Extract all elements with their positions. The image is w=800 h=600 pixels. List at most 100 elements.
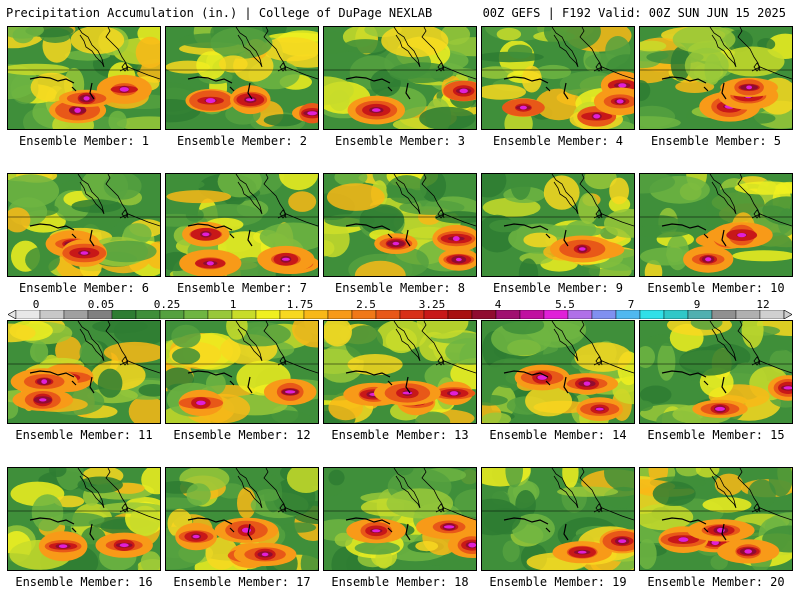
ensemble-member-map: [323, 26, 477, 130]
colorbar-swatch: [615, 310, 641, 319]
colorbar-left-arrow: [8, 310, 17, 319]
precip-field: [166, 27, 318, 129]
colorbar-swatch: [207, 310, 233, 319]
ensemble-member-map: [323, 173, 477, 277]
colorbar: [8, 310, 792, 319]
ensemble-member-label: Ensemble Member: 3: [334, 134, 466, 148]
colorbar-swatch: [375, 310, 401, 319]
precip-field: [482, 321, 634, 423]
ensemble-member-map: [481, 173, 635, 277]
ensemble-member-map: [7, 467, 161, 571]
colorbar-tick-label: 1: [229, 298, 237, 311]
ensemble-member-label: Ensemble Member: 15: [647, 428, 785, 442]
colorbar-swatch: [159, 310, 185, 319]
ensemble-member-label: Ensemble Member: 6: [18, 281, 150, 295]
precip-field: [640, 321, 792, 423]
precip-field: [640, 27, 792, 129]
ensemble-member-map: [481, 26, 635, 130]
precip-field: [166, 321, 318, 423]
precip-field: [482, 174, 634, 276]
ensemble-member-map: [165, 173, 319, 277]
precip-field: [482, 468, 634, 570]
colorbar-tick-label: 0.05: [87, 298, 115, 311]
precip-field: [640, 174, 792, 276]
ensemble-member-map: [323, 320, 477, 424]
model-valid-time: 00Z GEFS | F192 Valid: 00Z SUN JUN 15 20…: [482, 6, 786, 20]
ensemble-member-label: Ensemble Member: 14: [489, 428, 627, 442]
ensemble-member-label: Ensemble Member: 4: [492, 134, 624, 148]
ensemble-member-label: Ensemble Member: 17: [173, 575, 311, 589]
colorbar-swatch: [327, 310, 353, 319]
ensemble-member-label: Ensemble Member: 9: [492, 281, 624, 295]
colorbar-swatch: [447, 310, 473, 319]
colorbar-swatch: [735, 310, 761, 319]
colorbar-swatch: [279, 310, 305, 319]
precip-field: [8, 321, 160, 423]
colorbar-swatch: [567, 310, 593, 319]
ensemble-member-label: Ensemble Member: 7: [176, 281, 308, 295]
colorbar-swatch: [111, 310, 137, 319]
ensemble-member-map: [165, 467, 319, 571]
ensemble-member-label: Ensemble Member: 16: [15, 575, 153, 589]
precip-field: [166, 174, 318, 276]
colorbar-tick-label: 1.75: [286, 298, 314, 311]
colorbar-swatch: [711, 310, 737, 319]
ensemble-member-map: [481, 320, 635, 424]
colorbar-swatch: [303, 310, 329, 319]
colorbar-swatch: [519, 310, 545, 319]
colorbar-tick-label: 0.25: [153, 298, 181, 311]
colorbar-tick-label: 5.5: [555, 298, 575, 311]
colorbar-swatch: [639, 310, 665, 319]
colorbar-swatch: [183, 310, 209, 319]
precip-field: [166, 468, 318, 570]
ensemble-member-map: [165, 26, 319, 130]
precip-field: [482, 27, 634, 129]
ensemble-member-label: Ensemble Member: 5: [650, 134, 782, 148]
colorbar-swatch: [63, 310, 89, 319]
colorbar-swatch: [495, 310, 521, 319]
ensemble-member-label: Ensemble Member: 10: [647, 281, 785, 295]
colorbar-swatch: [399, 310, 425, 319]
colorbar-swatch: [135, 310, 161, 319]
colorbar-swatch: [39, 310, 65, 319]
colorbar-swatch: [231, 310, 257, 319]
colorbar-swatch: [15, 310, 41, 319]
colorbar-swatch: [351, 310, 377, 319]
ensemble-member-label: Ensemble Member: 12: [173, 428, 311, 442]
colorbar-swatch: [663, 310, 689, 319]
precip-field: [324, 27, 476, 129]
precip-field: [8, 468, 160, 570]
ensemble-member-map: [481, 467, 635, 571]
precip-field: [324, 174, 476, 276]
colorbar-swatch: [471, 310, 497, 319]
ensemble-member-map: [639, 26, 793, 130]
ensemble-member-map: [323, 467, 477, 571]
colorbar-tick-label: 7: [627, 298, 635, 311]
page-title: Precipitation Accumulation (in.) | Colle…: [6, 6, 433, 20]
colorbar-right-arrow: [783, 310, 792, 319]
colorbar-tick-label: 3.25: [418, 298, 446, 311]
colorbar-tick-label: 9: [693, 298, 701, 311]
ensemble-member-map: [639, 173, 793, 277]
colorbar-swatch: [759, 310, 785, 319]
colorbar-swatch: [591, 310, 617, 319]
ensemble-member-label: Ensemble Member: 1: [18, 134, 150, 148]
colorbar-tick-label: 12: [756, 298, 770, 311]
colorbar-tick-label: 2.5: [356, 298, 376, 311]
colorbar-swatch: [543, 310, 569, 319]
colorbar-swatch: [423, 310, 449, 319]
ensemble-member-map: [7, 320, 161, 424]
colorbar-swatch: [87, 310, 113, 319]
ensemble-member-label: Ensemble Member: 2: [176, 134, 308, 148]
ensemble-member-label: Ensemble Member: 8: [334, 281, 466, 295]
ensemble-member-label: Ensemble Member: 11: [15, 428, 153, 442]
ensemble-member-label: Ensemble Member: 20: [647, 575, 785, 589]
precip-field: [8, 174, 160, 276]
ensemble-member-label: Ensemble Member: 18: [331, 575, 469, 589]
precip-field: [324, 468, 476, 570]
ensemble-member-map: [639, 467, 793, 571]
colorbar-tick-label: 0: [32, 298, 40, 311]
colorbar-swatch: [687, 310, 713, 319]
ensemble-member-label: Ensemble Member: 13: [331, 428, 469, 442]
precip-field: [640, 468, 792, 570]
